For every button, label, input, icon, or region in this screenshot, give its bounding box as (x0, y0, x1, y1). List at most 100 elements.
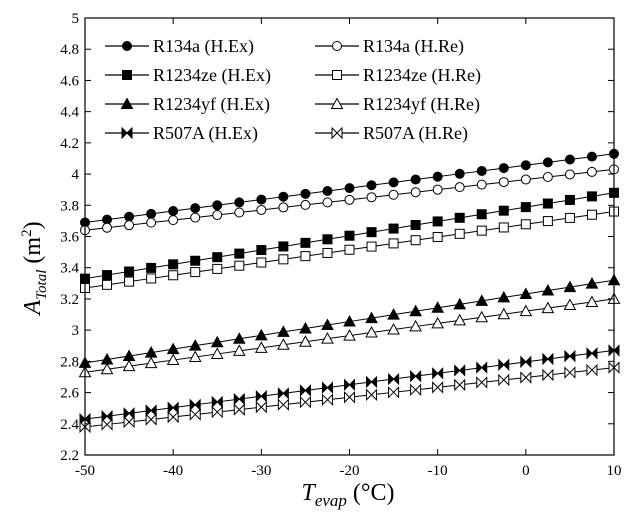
data-point (212, 210, 223, 221)
legend-entry: R134a (H.Re) (315, 36, 464, 57)
data-point (146, 217, 157, 228)
data-point (564, 154, 575, 165)
data-point (212, 263, 223, 274)
data-point (432, 184, 443, 195)
data-point (432, 232, 443, 243)
data-point (321, 393, 333, 406)
data-point (498, 373, 510, 387)
series-4 (80, 206, 619, 294)
x-tick-label: -40 (163, 463, 183, 479)
data-point (300, 251, 311, 262)
legend-label: R1234yf (H.Re) (363, 94, 480, 115)
y-tick-label: 3.4 (60, 261, 79, 277)
x-tick-label: 0 (522, 463, 530, 479)
legend-entry: R1234ze (H.Ex) (105, 65, 271, 86)
data-point (168, 270, 179, 281)
data-point (190, 255, 201, 266)
data-point (167, 401, 179, 414)
data-point (586, 166, 597, 177)
data-point (564, 212, 575, 223)
data-point (212, 252, 223, 263)
data-point (520, 371, 532, 384)
x-axis-title: Tevap (°C) (301, 480, 394, 510)
legend-entry: R1234yf (H.Re) (315, 94, 480, 115)
data-point (124, 266, 135, 277)
series-2 (80, 164, 619, 236)
data-point (188, 339, 202, 351)
data-point (299, 335, 312, 347)
data-point (586, 209, 597, 220)
data-point (277, 338, 290, 350)
data-point (497, 307, 511, 320)
y-tick-label: 5 (72, 11, 80, 27)
data-point (410, 369, 422, 383)
y-axis-title: ATotal (m2) (19, 221, 50, 316)
data-point (520, 219, 531, 230)
data-point (410, 174, 421, 185)
data-point (520, 160, 531, 171)
x-axis-symbol: T (301, 480, 316, 506)
data-point (410, 235, 421, 246)
data-point (366, 375, 378, 389)
data-point (146, 273, 157, 284)
data-point (168, 215, 179, 226)
data-point (322, 247, 333, 258)
data-point (321, 332, 334, 344)
x-axis-subscript: evap (315, 491, 347, 510)
legend-label: R1234yf (H.Ex) (153, 94, 270, 115)
data-point (100, 362, 114, 375)
data-point (366, 192, 377, 203)
data-point (234, 260, 245, 271)
data-point (232, 344, 246, 356)
data-point (123, 415, 135, 429)
y-axis-unit-open: (m (20, 237, 46, 270)
y-tick-label: 2.2 (60, 448, 79, 464)
legend-label: R134a (H.Re) (363, 36, 464, 57)
data-point (586, 347, 598, 360)
data-point (300, 237, 311, 248)
data-point (542, 171, 553, 182)
data-point (366, 180, 377, 191)
data-point (541, 301, 555, 314)
data-point (145, 404, 157, 417)
data-point (234, 248, 245, 259)
data-point (190, 212, 201, 223)
y-axis-symbol: A (20, 300, 46, 317)
data-point (454, 168, 465, 179)
data-point (300, 188, 311, 199)
y-tick-label: 2.6 (60, 386, 79, 402)
data-point (256, 257, 267, 268)
y-tick-label: 4.2 (60, 136, 79, 152)
data-point (520, 355, 532, 369)
data-point (564, 169, 575, 180)
legend-marker (332, 70, 342, 80)
data-point (255, 400, 267, 414)
data-point (122, 359, 136, 372)
y-axis-subscript: Total (34, 270, 50, 300)
data-point (498, 163, 509, 174)
data-point (124, 220, 135, 231)
data-point (563, 298, 577, 311)
y-tick-label: 3.2 (60, 292, 79, 308)
data-point (586, 151, 597, 162)
legend-entry: R507A (H.Re) (315, 123, 468, 144)
data-point (344, 183, 355, 194)
data-point (256, 204, 267, 215)
data-point (432, 367, 444, 380)
x-tick-label: 10 (607, 463, 622, 479)
data-point (101, 410, 113, 423)
data-point (564, 366, 576, 379)
series-5 (78, 273, 621, 368)
y-tick-label: 3.8 (60, 198, 79, 214)
y-tick-label: 4.4 (60, 105, 79, 121)
data-point (476, 165, 487, 176)
data-point (476, 209, 487, 220)
legend-entry: R1234yf (H.Ex) (105, 94, 270, 115)
legend-label: R507A (H.Ex) (153, 123, 258, 144)
y-axis-unit-close: ) (20, 221, 46, 229)
data-point (255, 390, 267, 403)
legend-marker (120, 97, 134, 109)
data-point (476, 376, 488, 389)
data-point (300, 199, 311, 210)
legend-label: R1234ze (H.Ex) (153, 65, 271, 86)
